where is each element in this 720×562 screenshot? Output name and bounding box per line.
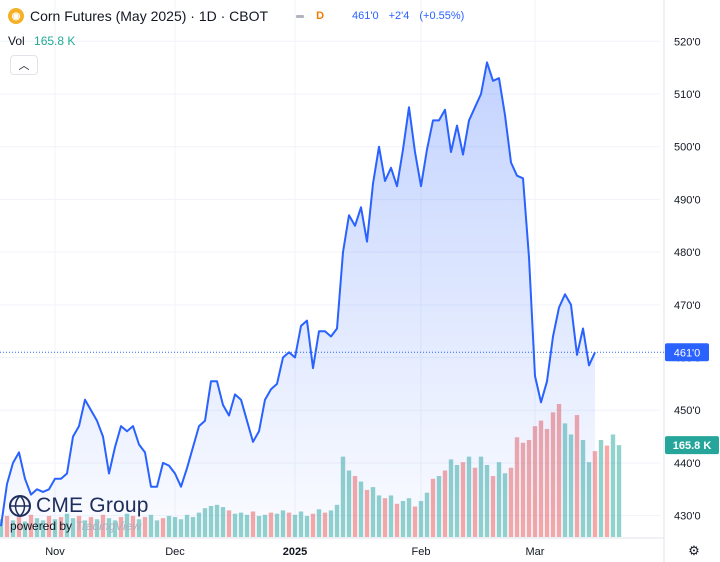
volume-bar — [610, 434, 616, 537]
time-axis: Nov Dec 2025 Feb Mar — [45, 546, 545, 558]
volume-legend: Vol 165.8 K — [8, 34, 75, 48]
y-tick-label: 500'0 — [674, 142, 701, 154]
price-change-value: +2'4 — [388, 10, 410, 22]
volume-bar — [616, 445, 622, 537]
symbol-title[interactable]: Corn Futures (May 2025) · 1D · CBOT — [30, 8, 269, 24]
price-axis: 430'0440'0450'0460'0470'0480'0490'0500'0… — [674, 36, 701, 522]
price-area — [0, 61, 664, 539]
x-tick-label: Nov — [45, 546, 65, 558]
volume-label: Vol — [8, 34, 25, 48]
last-volume-tag — [665, 436, 719, 455]
x-tick-label: 2025 — [283, 546, 307, 558]
chart-legend: ◉ Corn Futures (May 2025) · 1D · CBOT D … — [8, 8, 464, 24]
y-tick-label: 520'0 — [674, 36, 701, 48]
y-tick-label: 490'0 — [674, 194, 701, 206]
last-price-tag-label: 461'0 — [674, 347, 701, 359]
x-tick-label: Mar — [526, 546, 545, 558]
tradingview-text: TradingView — [75, 519, 141, 533]
cme-tradingview-logo[interactable]: CME Group powered by TradingView — [8, 494, 149, 533]
last-volume-tag-label: 165.8 K — [673, 440, 712, 452]
powered-by-text: powered by — [10, 519, 73, 533]
delayed-data-badge[interactable]: D — [316, 10, 325, 22]
corn-icon: ◉ — [8, 8, 24, 24]
y-tick-label: 510'0 — [674, 89, 701, 101]
y-tick-label: 450'0 — [674, 405, 701, 417]
market-status-icon — [296, 14, 305, 18]
y-tick-label: 480'0 — [674, 247, 701, 259]
last-price-value: 461'0 — [352, 10, 379, 22]
y-tick-label: 430'0 — [674, 511, 701, 523]
volume-bar — [598, 440, 604, 537]
x-tick-label: Dec — [165, 546, 185, 558]
price-area-fill — [1, 62, 595, 539]
last-price-tag — [665, 343, 709, 362]
price-line — [0, 61, 596, 527]
volume-value: 165.8 K — [34, 34, 76, 48]
cme-group-text: CME Group — [36, 494, 149, 517]
price-tags: 461'0 165.8 K — [665, 343, 719, 455]
y-tick-label: 440'0 — [674, 458, 701, 470]
chart-settings-button[interactable]: ⚙ — [686, 543, 702, 559]
price-change-percent: (+0.55%) — [419, 10, 465, 22]
y-tick-label: 470'0 — [674, 300, 701, 312]
x-tick-label: Feb — [412, 546, 431, 558]
gear-icon: ⚙ — [688, 543, 700, 558]
chevron-up-icon: ︿ — [18, 60, 30, 72]
collapse-legend-button[interactable]: ︿ — [10, 55, 38, 75]
cme-globe-icon — [9, 495, 31, 517]
volume-bar — [604, 445, 610, 537]
